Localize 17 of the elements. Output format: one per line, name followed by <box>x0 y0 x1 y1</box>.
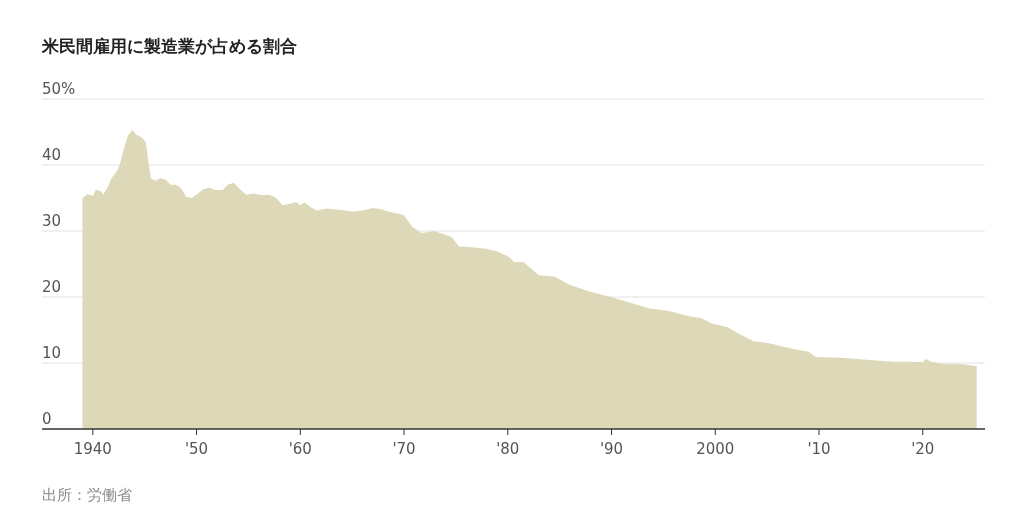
y-tick-label: 0 <box>42 410 52 428</box>
y-tick-label: 50% <box>42 80 76 98</box>
text: 出所：労働省 <box>42 486 132 504</box>
x-tick-label: 2000 <box>696 440 735 458</box>
x-tick-label: '10 <box>807 440 831 458</box>
x-tick-label: 1940 <box>73 440 112 458</box>
y-tick-label: 10 <box>42 344 62 362</box>
x-tick-label: '50 <box>184 440 209 458</box>
y-tick-label: 30 <box>42 212 62 230</box>
x-tick-label: '60 <box>288 440 312 458</box>
chart-title: 米民間雇用に製造業が占める割合 <box>41 36 297 56</box>
x-tick-label: '20 <box>911 440 935 458</box>
x-tick-label: '70 <box>392 440 416 458</box>
y-tick-label: 40 <box>42 146 62 164</box>
x-tick-label: '90 <box>599 440 624 458</box>
y-tick-label: 20 <box>42 278 62 296</box>
x-tick-label: '80 <box>496 440 520 458</box>
